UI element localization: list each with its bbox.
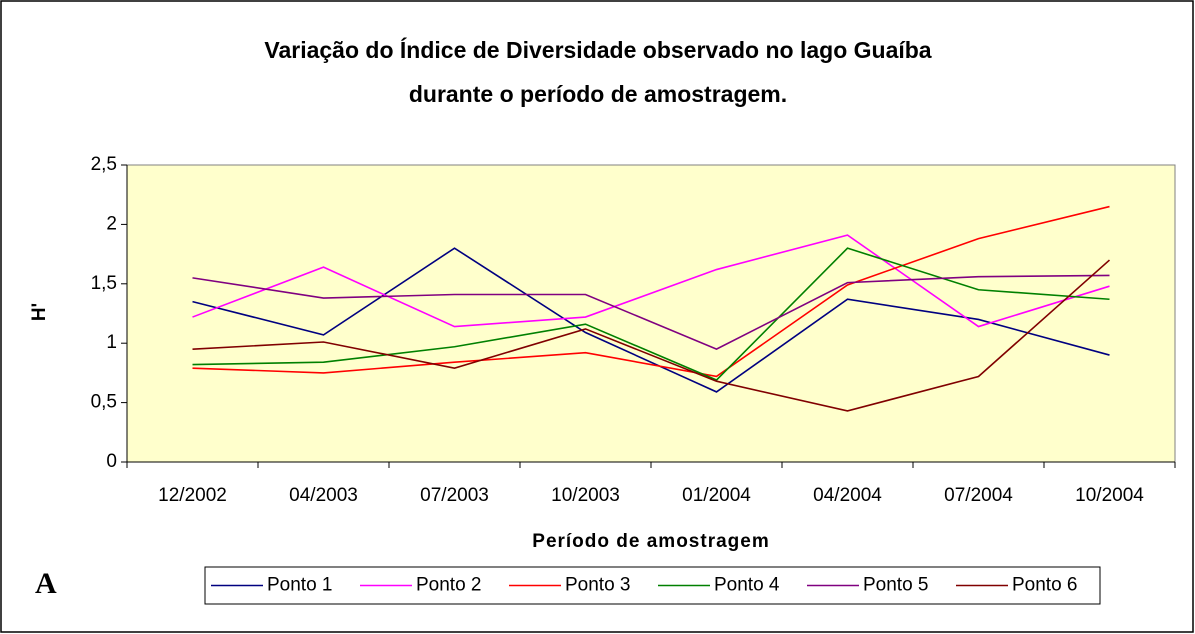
- x-tick-label: 10/2003: [551, 485, 620, 506]
- legend-box: [204, 566, 1101, 605]
- y-tick-label: 0: [106, 451, 117, 472]
- legend-label: Ponto 4: [714, 575, 780, 596]
- y-tick-label: 1: [106, 332, 117, 353]
- y-axis-label: H': [29, 303, 50, 321]
- series-line: [192, 259, 1111, 412]
- series-line: [192, 205, 1110, 378]
- x-tick-label: 10/2004: [1075, 485, 1144, 506]
- y-tick-label: 2,5: [91, 154, 117, 175]
- y-tick-label: 1,5: [91, 273, 117, 294]
- chart-title: Variação do Índice de Diversidade observ…: [264, 36, 931, 63]
- x-tick-label: 07/2004: [944, 485, 1013, 506]
- x-tick-label: 07/2003: [420, 485, 489, 506]
- x-tick-label: 04/2003: [289, 485, 358, 506]
- x-tick-label: 01/2004: [682, 485, 751, 506]
- x-tick-label: 12/2002: [158, 485, 227, 506]
- legend-label: Ponto 1: [267, 575, 333, 596]
- y-tick-label: 0,5: [91, 392, 117, 413]
- x-tick-label: 04/2004: [813, 485, 882, 506]
- y-tick-label: 2: [106, 213, 117, 234]
- legend-label: Ponto 6: [1012, 575, 1078, 596]
- plot-area: [126, 164, 1176, 463]
- legend-label: Ponto 5: [863, 575, 929, 596]
- legend-label: Ponto 2: [416, 575, 482, 596]
- chart-title: durante o período de amostragem.: [409, 81, 787, 107]
- annotation: A: [35, 567, 57, 600]
- series-line: [192, 247, 1110, 393]
- x-axis-label: Período de amostragem: [532, 531, 769, 552]
- legend-label: Ponto 3: [565, 575, 631, 596]
- series-line: [192, 274, 1110, 351]
- series-line: [192, 234, 1110, 328]
- series-line: [192, 247, 1110, 381]
